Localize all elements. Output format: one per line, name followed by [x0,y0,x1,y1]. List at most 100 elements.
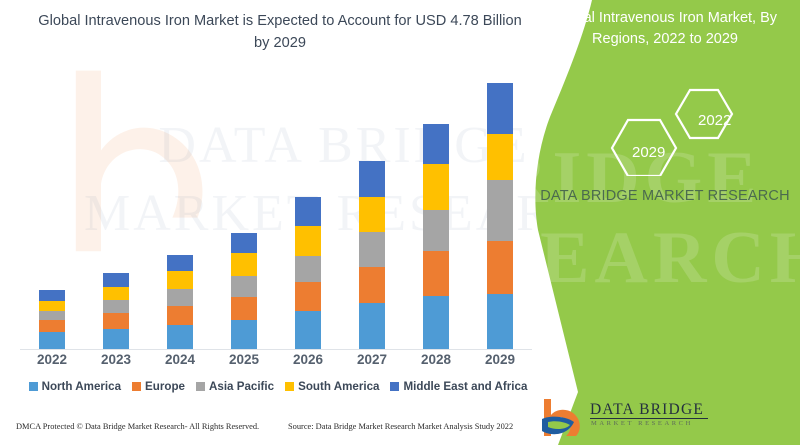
bar-column [276,196,340,349]
legend-item[interactable]: South America [285,380,379,393]
brand-logo-subtitle: MARKET RESEARCH [591,420,693,427]
bar-segment [423,124,449,165]
bar-segment [423,164,449,211]
hexagon-label-2029: 2029 [632,144,666,161]
bar-segment [359,266,385,304]
bar-segment [295,311,321,349]
bar-segment [423,295,449,349]
x-axis-label: 2023 [100,352,132,367]
bar-segment [295,255,321,283]
side-panel-brand: DATA BRIDGE MARKET RESEARCH [540,188,790,204]
bar-segment [423,251,449,296]
legend-swatch [28,382,38,391]
bar-segment [231,253,257,276]
x-axis-label: 2022 [36,352,68,367]
x-axis-label: 2028 [420,352,452,367]
side-panel-title: Global Intravenous Iron Market, By Regio… [552,10,778,47]
legend-label: South America [298,380,380,393]
brand-logo-name: DATA BRIDGE [590,401,705,418]
footer-source: Source: Data Bridge Market Research Mark… [288,422,514,431]
legend-item[interactable]: Europe [132,380,185,393]
bar-stack [103,273,129,349]
bar-stack [167,254,193,349]
legend-label: Europe [145,380,185,393]
bar-segment [167,288,193,306]
bar-segment [167,271,193,289]
x-axis-label: 2027 [356,352,388,367]
bar-segment [231,320,257,349]
bar-segment [167,305,193,325]
bar-column [468,83,532,349]
footer-copyright: DMCA Protected © Data Bridge Market Rese… [16,422,260,431]
legend-swatch [132,382,142,391]
bar-segment [231,275,257,297]
bar-segment [231,233,257,254]
bar-column [404,124,468,349]
brand-logo: DATA BRIDGE MARKET RESEARCH [538,395,728,437]
bar-segment [39,301,65,312]
bar-segment [359,232,385,267]
bar-segment [487,293,513,349]
bar-segment [103,300,129,314]
bar-stack [39,290,65,349]
legend-label: North America [41,380,122,393]
hexagon-label-2022: 2022 [698,112,732,129]
brand-logo-icon [542,399,580,436]
bar-segment [39,290,65,302]
bar-segment [39,311,65,321]
x-axis-label: 2024 [164,352,196,367]
bar-column [340,161,404,349]
bar-segment [103,313,129,329]
bar-segment [39,320,65,333]
bar-stack [359,161,385,349]
legend-item[interactable]: North America [28,380,122,393]
bar-stack [295,196,321,349]
bar-stack [487,83,513,349]
bar-segment [423,210,449,252]
bar-stack [231,233,257,349]
x-axis-label: 2026 [292,352,324,367]
legend-label: Asia Pacific [209,380,275,393]
bar-column [84,273,148,349]
side-panel: RIDGE SEARCH Global Intravenous Iron Mar… [530,0,800,445]
legend-swatch [390,382,400,391]
legend-label: Middle East and Africa [403,380,528,393]
bar-column [20,290,84,349]
bar-stack [423,124,449,349]
x-axis-label: 2025 [228,352,260,367]
bar-segment [295,196,321,226]
legend-swatch [196,382,205,391]
chart-panel: DATA BRIDGE MARKET RESEARCH Global Intra… [0,13,629,440]
bar-segment [295,225,321,256]
chart-legend: North America Europe Asia Pacific South Ame… [18,380,538,393]
bar-segment [103,273,129,287]
bar-segment [103,286,129,301]
bar-column [212,233,276,349]
bar-segment [487,83,513,134]
x-axis-label: 2029 [484,352,516,367]
bar-segment [295,282,321,312]
legend-item[interactable]: Middle East and Africa [390,380,527,393]
side-panel-shape [535,0,800,445]
legend-item[interactable]: Asia Pacific [196,380,274,393]
hexagon-shapes-icon [610,88,734,178]
footer: DMCA Protected © Data Bridge Market Rese… [0,422,560,440]
bar-column [148,254,212,349]
bar-segment [167,254,193,272]
bar-segment [167,324,193,349]
bar-segment [487,241,513,294]
hexagon-group: 2022 2029 [588,86,778,178]
bar-group [20,71,532,349]
plot-area [20,70,532,350]
bar-segment [231,296,257,321]
bar-segment [487,180,513,242]
bar-segment [359,303,385,349]
brand-logo-rule [590,418,708,419]
bar-segment [39,332,65,349]
chart-title: Global Intravenous Iron Market is Expect… [38,13,522,51]
x-axis-line [20,349,532,350]
bar-segment [487,133,513,180]
x-axis-labels: 2022 2023 2024 2025 2026 2027 2028 2029 [20,352,532,367]
bar-segment [359,161,385,197]
